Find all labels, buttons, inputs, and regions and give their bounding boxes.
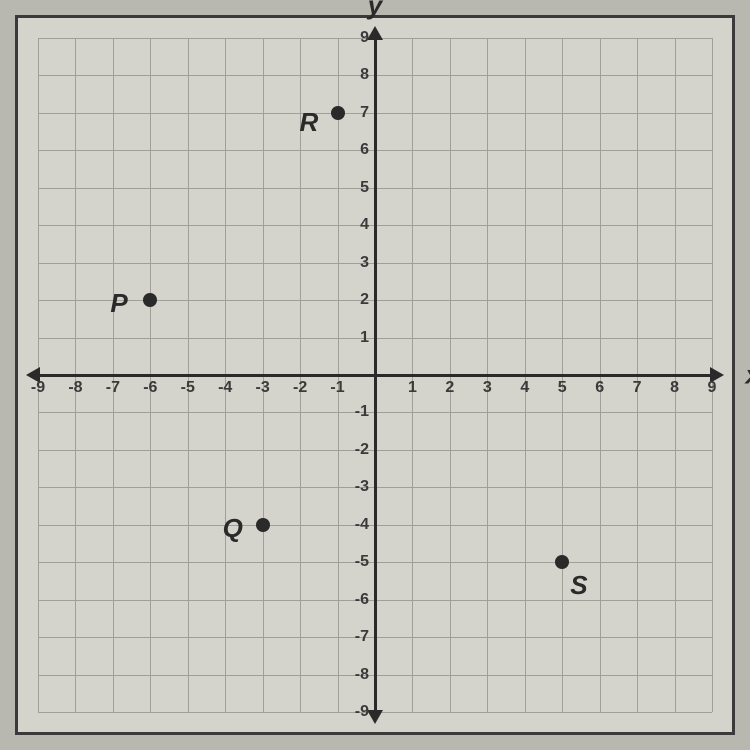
x-tick-label: 9 [708,379,717,397]
x-tick-label: -5 [181,379,195,397]
y-tick-label: 6 [360,141,369,159]
y-tick-label: -3 [355,478,369,496]
y-tick-label: 9 [360,29,369,47]
y-tick-label: -8 [355,666,369,684]
y-axis-label: y [368,0,382,21]
point-p [143,293,157,307]
point-label-r: R [300,107,319,138]
point-s [555,555,569,569]
x-tick-label: -9 [31,379,45,397]
y-tick-label: -9 [355,703,369,721]
chart-frame: y x -9-8-7-6-5-4-3-2-1123456789-9-8-7-6-… [15,15,735,735]
x-axis-label: x [746,360,750,391]
y-tick-label: -1 [355,403,369,421]
point-q [256,518,270,532]
point-label-p: P [110,288,127,319]
y-tick-label: -6 [355,591,369,609]
x-tick-label: 5 [558,379,567,397]
y-tick-label: 1 [360,329,369,347]
x-tick-label: 6 [595,379,604,397]
y-tick-label: 5 [360,179,369,197]
y-axis [374,38,377,712]
x-tick-label: 1 [408,379,417,397]
x-tick-label: 7 [633,379,642,397]
y-tick-label: 4 [360,216,369,234]
x-tick-label: -7 [106,379,120,397]
x-tick-label: 3 [483,379,492,397]
x-tick-label: -2 [293,379,307,397]
plot-area: -9-8-7-6-5-4-3-2-1123456789-9-8-7-6-5-4-… [38,38,712,712]
y-tick-label: -5 [355,553,369,571]
y-tick-label: -4 [355,516,369,534]
grid: -9-8-7-6-5-4-3-2-1123456789-9-8-7-6-5-4-… [38,38,712,712]
y-tick-label: 3 [360,254,369,272]
arrow-down-icon [367,710,383,724]
x-tick-label: -1 [330,379,344,397]
x-tick-label: -8 [68,379,82,397]
point-r [331,106,345,120]
point-label-q: Q [223,513,243,544]
arrow-up-icon [367,26,383,40]
x-tick-label: 2 [445,379,454,397]
x-tick-label: -6 [143,379,157,397]
y-tick-label: 7 [360,104,369,122]
x-tick-label: -3 [256,379,270,397]
y-tick-label: -7 [355,628,369,646]
x-tick-label: 8 [670,379,679,397]
point-label-s: S [570,570,587,601]
x-tick-label: -4 [218,379,232,397]
y-tick-label: 2 [360,291,369,309]
y-tick-label: -2 [355,441,369,459]
x-tick-label: 4 [520,379,529,397]
y-tick-label: 8 [360,66,369,84]
